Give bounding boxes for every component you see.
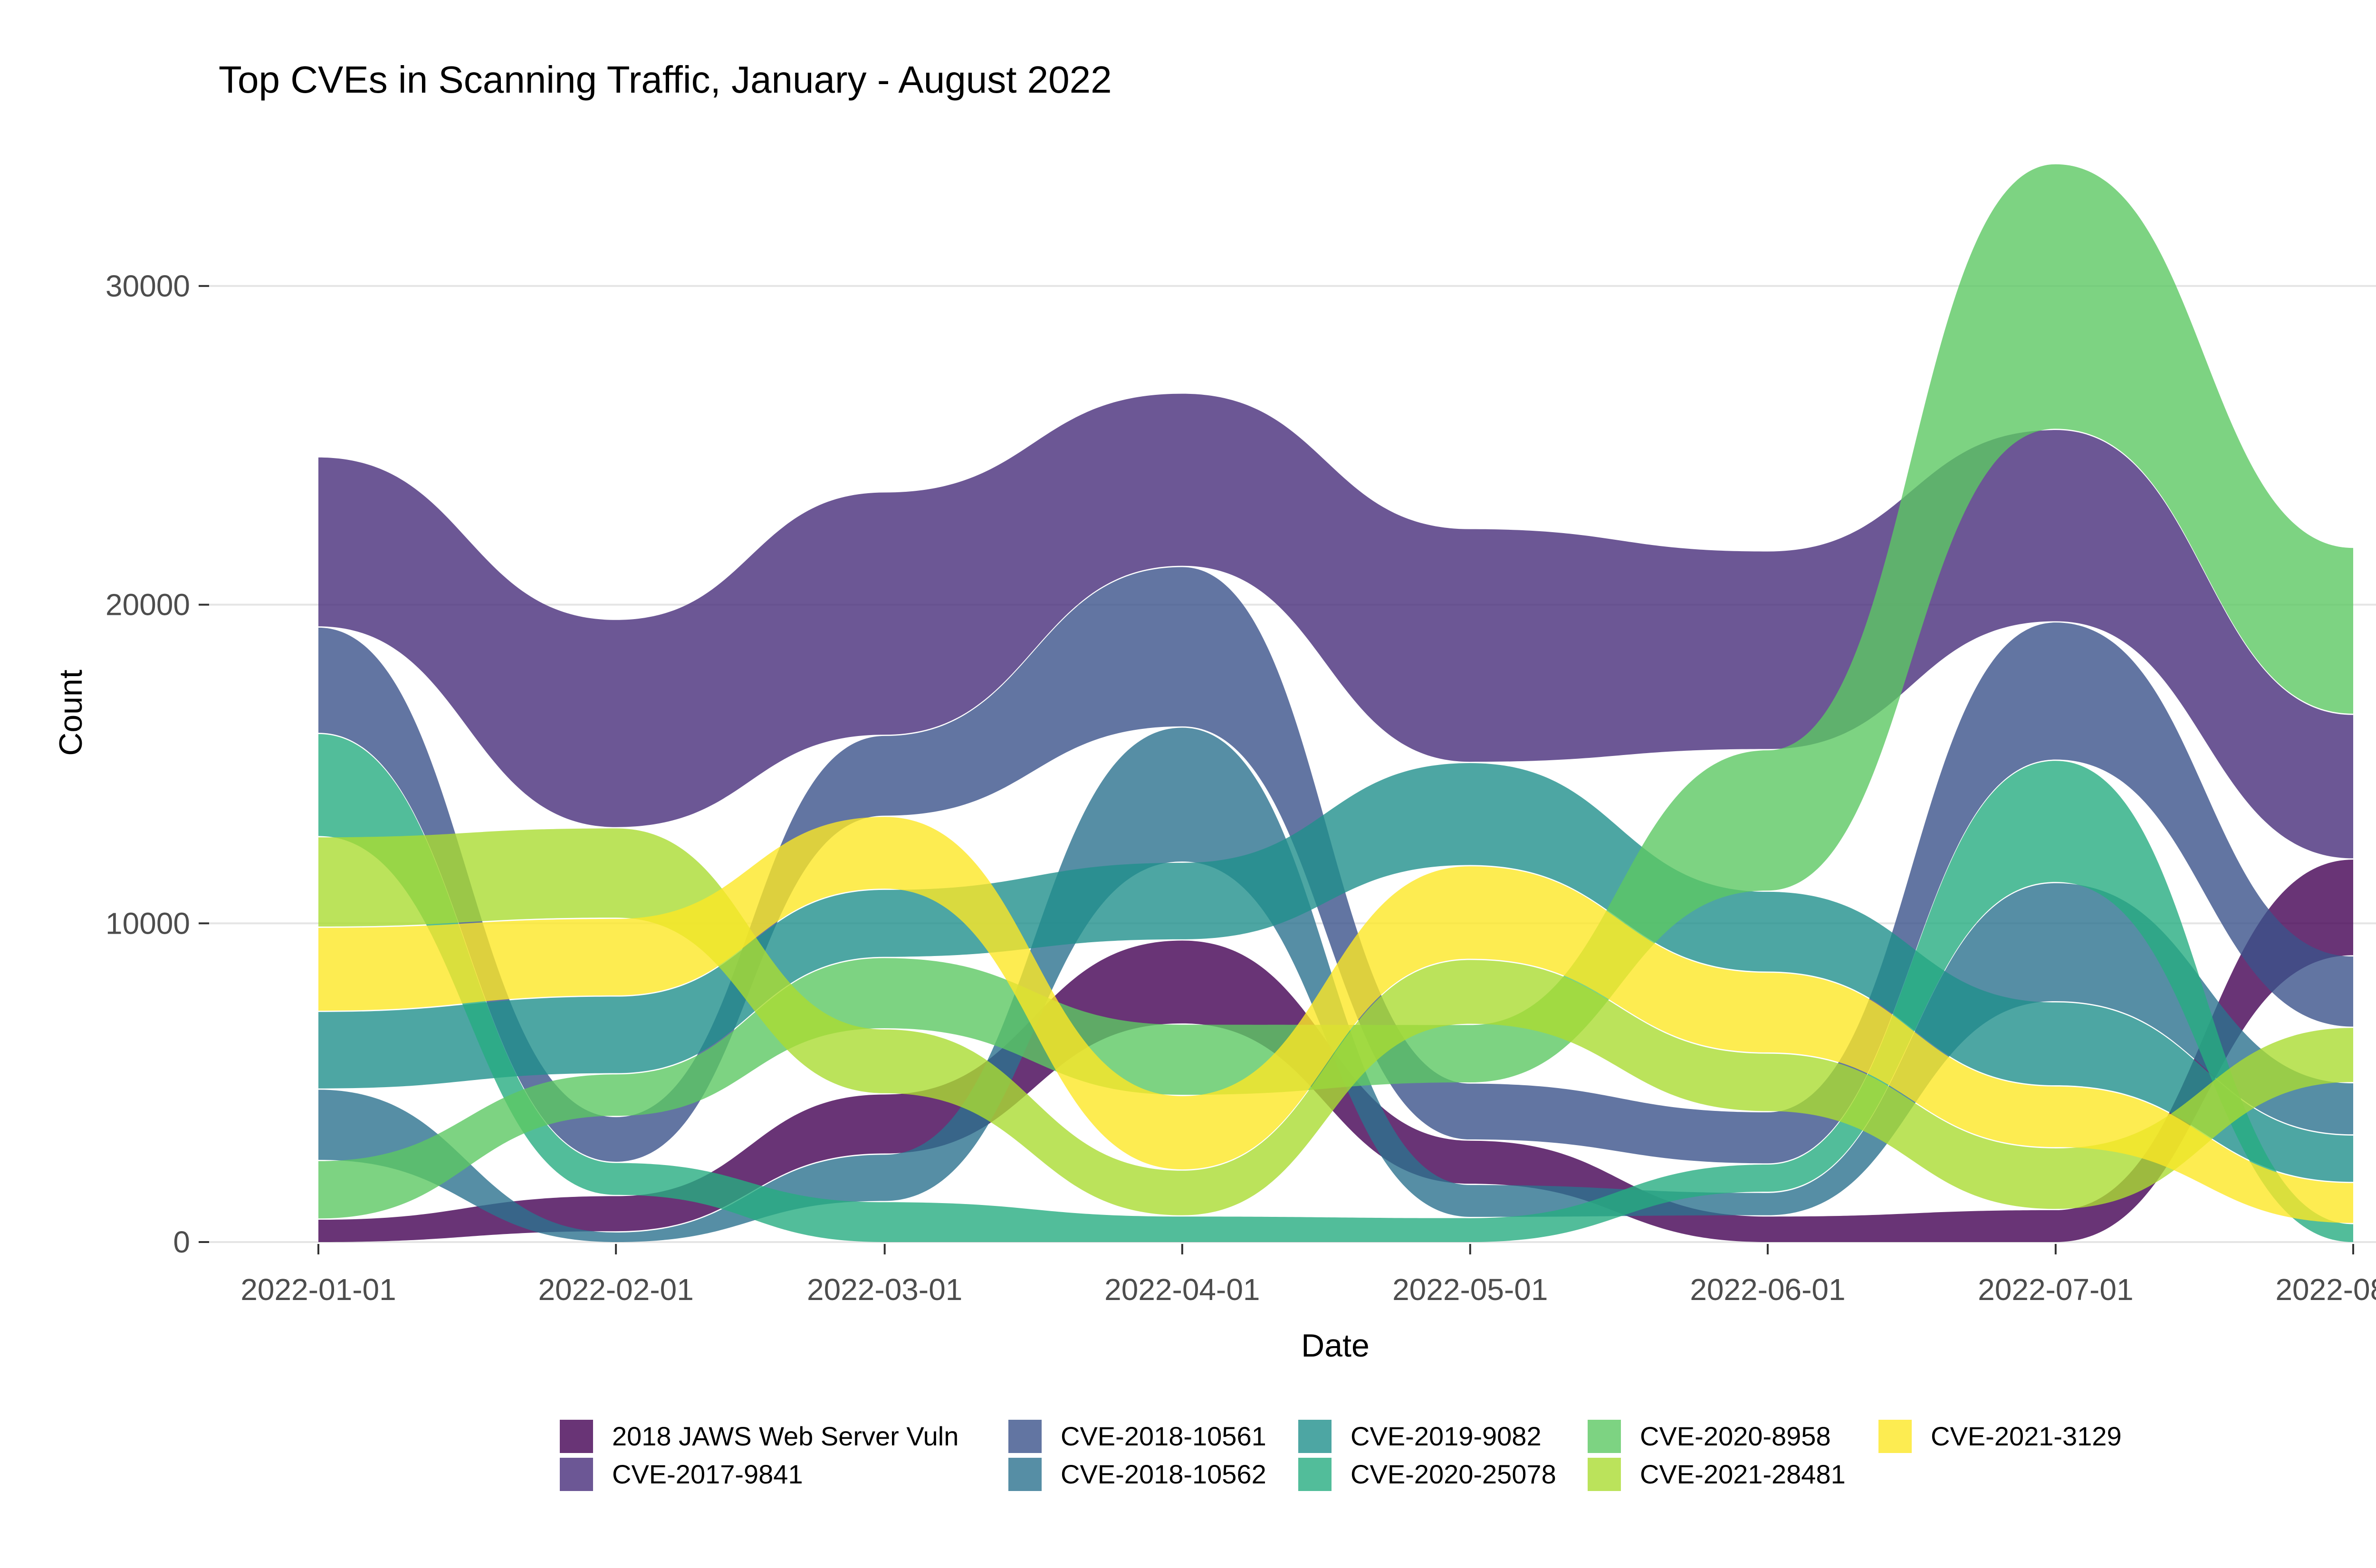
y-axis-title: Count (53, 669, 89, 756)
legend: 2018 JAWS Web Server Vuln CVE-2017-9841 CV… (560, 1420, 2122, 1491)
legend-swatch (1588, 1420, 1621, 1453)
legend-label: CVE-2020-8958 (1640, 1421, 1831, 1451)
legend-swatch (1008, 1458, 1042, 1491)
x-axis-title: Date (1301, 1328, 1370, 1364)
legend-swatch (560, 1458, 593, 1491)
chart-title: Top CVEs in Scanning Traffic, January - … (219, 58, 1112, 101)
legend-item: CVE-2021-3129 (1878, 1420, 2122, 1453)
legend-label: 2018 JAWS Web Server Vuln (612, 1421, 958, 1451)
legend-label: CVE-2017-9841 (612, 1459, 803, 1489)
x-tick-label: 2022-04-01 (1104, 1272, 1260, 1307)
legend-label: CVE-2021-3129 (1931, 1421, 2122, 1451)
x-tick-label: 2022-01-01 (240, 1272, 396, 1307)
x-axis: 2022-01-01 2022-02-01 2022-03-01 2022-04-01… (240, 1244, 2376, 1307)
legend-item: CVE-2019-9082 (1298, 1420, 1542, 1453)
legend-label: CVE-2020-25078 (1351, 1459, 1556, 1489)
legend-swatch (560, 1420, 593, 1453)
band-cve-2021-28481 (318, 828, 2353, 1215)
legend-item: CVE-2017-9841 (560, 1458, 803, 1491)
band-cve-2020-8958 (318, 164, 2353, 1219)
legend-item: CVE-2020-8958 (1588, 1420, 1831, 1453)
legend-item: CVE-2021-28481 (1588, 1458, 1846, 1491)
legend-swatch (1298, 1420, 1332, 1453)
legend-label: CVE-2018-10561 (1061, 1421, 1266, 1451)
y-axis: 0 10000 20000 30000 (105, 269, 209, 1259)
x-tick-label: 2022-02-01 (538, 1272, 693, 1307)
band-2018-jaws-web-server-vuln (318, 860, 2353, 1242)
legend-label: CVE-2018-10562 (1061, 1459, 1266, 1489)
legend-label: CVE-2019-9082 (1351, 1421, 1542, 1451)
y-tick-label: 20000 (105, 588, 190, 622)
legend-item: CVE-2018-10562 (1008, 1458, 1266, 1491)
band-cve-2021-3129 (318, 817, 2353, 1223)
legend-swatch (1588, 1458, 1621, 1491)
legend-swatch (1878, 1420, 1912, 1453)
legend-item: 2018 JAWS Web Server Vuln (560, 1420, 958, 1453)
y-tick-label: 0 (173, 1225, 190, 1259)
x-tick-label: 2022-05-01 (1392, 1272, 1548, 1307)
band-cve-2017-9841 (318, 393, 2353, 859)
x-tick-label: 2022-08-01 (2275, 1272, 2376, 1307)
y-tick-label: 30000 (105, 269, 190, 303)
x-tick-label: 2022-03-01 (807, 1272, 962, 1307)
legend-item: CVE-2018-10561 (1008, 1420, 1266, 1453)
legend-swatch (1298, 1458, 1332, 1491)
legend-item: CVE-2020-25078 (1298, 1458, 1556, 1491)
series-bands (318, 164, 2353, 1242)
legend-swatch (1008, 1420, 1042, 1453)
x-tick-label: 2022-06-01 (1690, 1272, 1845, 1307)
y-tick-label: 10000 (105, 906, 190, 940)
x-tick-label: 2022-07-01 (1978, 1272, 2133, 1307)
legend-label: CVE-2021-28481 (1640, 1459, 1846, 1489)
